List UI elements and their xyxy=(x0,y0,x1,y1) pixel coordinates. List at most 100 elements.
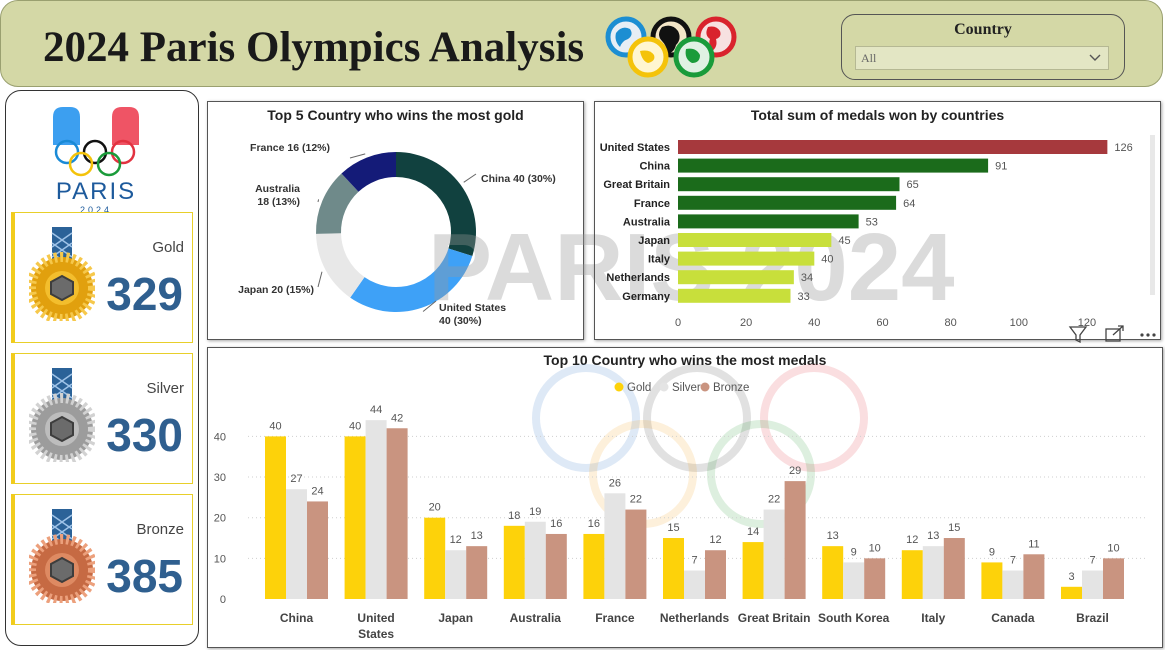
hbar-xtick: 80 xyxy=(944,317,956,329)
hbar-category-australia: Australia xyxy=(623,216,671,228)
hbar-value-france: 64 xyxy=(903,198,915,210)
hbar-united-states[interactable] xyxy=(678,140,1108,154)
donut-slice-france[interactable] xyxy=(341,152,396,192)
donut-chart-title: Top 5 Country who wins the most gold xyxy=(267,107,524,123)
donut-label-australia: Australia 18 (13%) xyxy=(255,183,300,208)
more-options-icon[interactable] xyxy=(1140,333,1156,337)
column-category-netherlands: Netherlands xyxy=(660,611,730,625)
column-bar-united-states-gold[interactable] xyxy=(344,436,366,599)
column-bar-great-britain-bronze[interactable] xyxy=(784,481,806,599)
medal-summary-panel: PARIS 2024 Gold 329 Silver 330 xyxy=(5,90,199,646)
hbar-xtick: 20 xyxy=(740,317,752,329)
donut-leader-line xyxy=(349,153,366,159)
column-value-france-gold: 16 xyxy=(588,518,600,530)
legend-swatch-silver xyxy=(659,382,669,392)
hbar-category-germany: Germany xyxy=(622,291,671,303)
column-value-china-silver: 27 xyxy=(290,473,302,485)
country-dropdown[interactable]: All xyxy=(855,46,1109,70)
hbar-xtick: 120 xyxy=(1078,317,1096,329)
column-bar-italy-gold[interactable] xyxy=(901,550,923,599)
donut-leader-line xyxy=(422,300,437,312)
column-bar-china-silver[interactable] xyxy=(286,489,307,599)
logo-text: PARIS xyxy=(56,178,136,205)
donut-slice-china[interactable] xyxy=(396,152,477,257)
column-bar-canada-silver[interactable] xyxy=(1002,570,1024,599)
legend-label-gold: Gold xyxy=(627,382,651,394)
donut-label-france: France 16 (12%) xyxy=(250,142,330,154)
column-value-brazil-bronze: 10 xyxy=(1107,542,1119,554)
hbar-value-united-states: 126 xyxy=(1114,142,1132,154)
column-value-united-states-bronze: 42 xyxy=(391,412,403,424)
column-bar-china-gold[interactable] xyxy=(265,436,286,599)
hbar-italy[interactable] xyxy=(678,251,815,266)
column-bar-brazil-silver[interactable] xyxy=(1082,570,1103,599)
background-ring-blue xyxy=(532,364,640,472)
column-bar-great-britain-gold[interactable] xyxy=(742,542,764,599)
hbar-value-netherlands: 34 xyxy=(801,272,813,284)
column-bar-canada-bronze[interactable] xyxy=(1023,554,1045,599)
column-category-italy: Italy xyxy=(921,611,945,625)
column-bar-australia-silver[interactable] xyxy=(524,521,546,599)
column-bar-south-korea-gold[interactable] xyxy=(822,546,844,599)
donut-leader-line xyxy=(463,173,477,183)
column-bar-united-states-bronze[interactable] xyxy=(386,428,408,599)
column-value-japan-gold: 20 xyxy=(429,502,441,514)
legend-swatch-gold xyxy=(614,382,624,392)
hbar-australia[interactable] xyxy=(678,214,859,229)
column-bar-china-bronze[interactable] xyxy=(307,501,328,599)
column-bar-south-korea-silver[interactable] xyxy=(843,562,865,599)
column-bar-france-bronze[interactable] xyxy=(625,509,647,599)
column-ytick: 30 xyxy=(214,472,226,484)
background-ring-red xyxy=(760,364,868,472)
hbar-chart-title: Total sum of medals won by countries xyxy=(750,107,1005,123)
column-bar-netherlands-silver[interactable] xyxy=(684,570,705,599)
legend-label-silver: Silver xyxy=(672,382,701,394)
column-bar-italy-silver[interactable] xyxy=(922,546,944,599)
column-value-china-gold: 40 xyxy=(269,420,281,432)
column-bar-brazil-bronze[interactable] xyxy=(1103,558,1124,599)
silver-label: Silver xyxy=(146,380,184,397)
bronze-medal-icon xyxy=(29,509,95,603)
hbar-great-britain[interactable] xyxy=(678,177,900,192)
column-bar-france-silver[interactable] xyxy=(604,493,626,599)
donut-label-japan: Japan 20 (15%) xyxy=(238,284,314,296)
hbar-category-japan: Japan xyxy=(638,235,670,247)
column-bar-south-korea-bronze[interactable] xyxy=(864,558,886,599)
donut-slice-japan[interactable] xyxy=(316,233,365,298)
donut-slice-australia[interactable] xyxy=(316,173,359,234)
column-bar-united-states-silver[interactable] xyxy=(365,420,387,599)
hbar-category-great-britain: Great Britain xyxy=(603,179,670,191)
column-bar-brazil-gold[interactable] xyxy=(1061,586,1082,599)
page-title: 2024 Paris Olympics Analysis xyxy=(43,24,585,71)
column-bar-netherlands-gold[interactable] xyxy=(663,538,684,599)
legend-label-bronze: Bronze xyxy=(713,382,749,394)
hbar-germany[interactable] xyxy=(678,288,791,303)
visual-header-icons xyxy=(1068,325,1156,343)
hbar-scrollbar[interactable] xyxy=(1150,135,1155,295)
column-bar-italy-bronze[interactable] xyxy=(943,538,965,599)
column-bar-japan-silver[interactable] xyxy=(445,550,467,599)
column-bar-japan-gold[interactable] xyxy=(424,517,446,599)
column-bar-japan-bronze[interactable] xyxy=(466,546,488,599)
hbar-value-japan: 45 xyxy=(838,235,850,247)
column-value-great-britain-gold: 14 xyxy=(747,526,759,538)
column-bar-france-gold[interactable] xyxy=(583,533,605,599)
column-value-great-britain-silver: 22 xyxy=(768,494,780,506)
column-ytick: 0 xyxy=(220,594,226,606)
hbar-japan[interactable] xyxy=(678,233,832,247)
column-bar-australia-gold[interactable] xyxy=(503,525,525,599)
hbar-france[interactable] xyxy=(678,195,897,210)
column-category-united-states: United States xyxy=(357,611,394,641)
hbar-china[interactable] xyxy=(678,158,989,173)
column-bar-canada-gold[interactable] xyxy=(981,562,1003,599)
column-bar-netherlands-bronze[interactable] xyxy=(705,550,726,599)
country-dropdown-value: All xyxy=(861,51,877,65)
hbar-netherlands[interactable] xyxy=(678,270,794,285)
donut-slice-united-states[interactable] xyxy=(350,248,473,312)
focus-mode-icon[interactable] xyxy=(1105,325,1124,342)
column-bar-great-britain-silver[interactable] xyxy=(763,509,785,599)
legend-swatch-bronze xyxy=(700,382,710,392)
filter-icon[interactable] xyxy=(1068,326,1088,343)
column-bar-australia-bronze[interactable] xyxy=(545,533,567,599)
olympic-rings-globe-icon xyxy=(605,16,737,78)
